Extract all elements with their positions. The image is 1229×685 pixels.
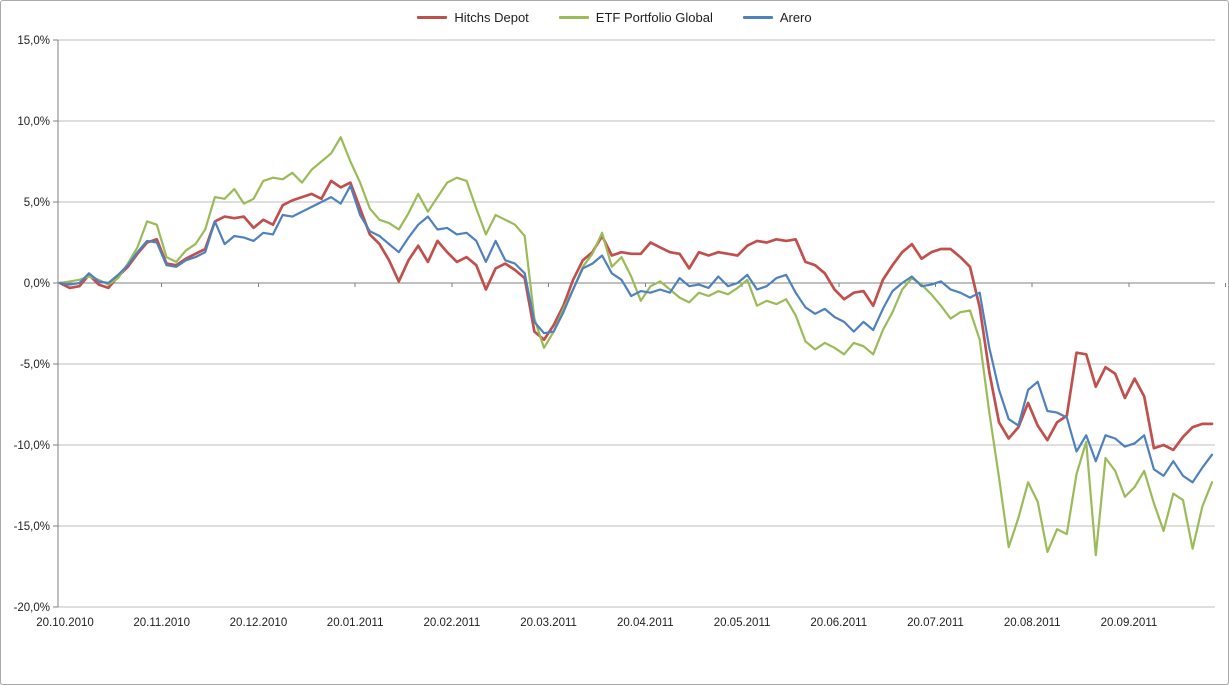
legend-label: Arero bbox=[779, 10, 812, 25]
y-axis-label: 5,0% bbox=[24, 197, 50, 209]
x-axis-label: 20.02.2011 bbox=[424, 617, 481, 629]
x-axis-label: 20.04.2011 bbox=[617, 617, 674, 629]
legend-swatch-blue-line bbox=[742, 16, 773, 19]
legend-label: ETF Portfolio Global bbox=[595, 10, 713, 25]
y-axis-label: -15,0% bbox=[14, 521, 50, 533]
x-axis-label: 20.11.2010 bbox=[133, 617, 190, 629]
y-axis-label: -10,0% bbox=[14, 440, 50, 452]
y-axis-label: -20,0% bbox=[14, 602, 50, 614]
series-line-hitchs-depot bbox=[58, 179, 1214, 452]
series-line-arero bbox=[58, 184, 1214, 484]
y-axis-label: 15,0% bbox=[17, 35, 50, 47]
x-axis-label: 20.01.2011 bbox=[327, 617, 384, 629]
legend-item-arero: Arero bbox=[742, 10, 812, 25]
x-axis-label: 20.07.2011 bbox=[907, 617, 964, 629]
y-axis-label: 10,0% bbox=[17, 116, 50, 128]
x-axis-label: 20.10.2010 bbox=[36, 617, 94, 629]
y-axis-label: -5,0% bbox=[20, 359, 50, 371]
series-line-etf-portfolio-global bbox=[58, 136, 1214, 557]
x-axis-label: 20.08.2011 bbox=[1004, 617, 1061, 629]
x-axis-label: 20.03.2011 bbox=[520, 617, 577, 629]
legend-label: Hitchs Depot bbox=[454, 10, 529, 25]
x-axis-label: 20.05.2011 bbox=[714, 617, 771, 629]
chart-legend: Hitchs Depot ETF Portfolio Global Arero bbox=[1, 11, 1228, 24]
x-axis-label: 20.06.2011 bbox=[810, 617, 867, 629]
legend-swatch-red-line bbox=[417, 16, 448, 19]
y-axis-label: 0,0% bbox=[24, 278, 50, 290]
legend-item-hitchs-depot: Hitchs Depot bbox=[417, 10, 529, 25]
legend-swatch-green-line bbox=[558, 16, 589, 19]
legend-item-etf-portfolio-global: ETF Portfolio Global bbox=[558, 10, 713, 25]
x-axis-label: 20.12.2010 bbox=[230, 617, 288, 629]
x-axis-label: 20.09.2011 bbox=[1101, 617, 1158, 629]
